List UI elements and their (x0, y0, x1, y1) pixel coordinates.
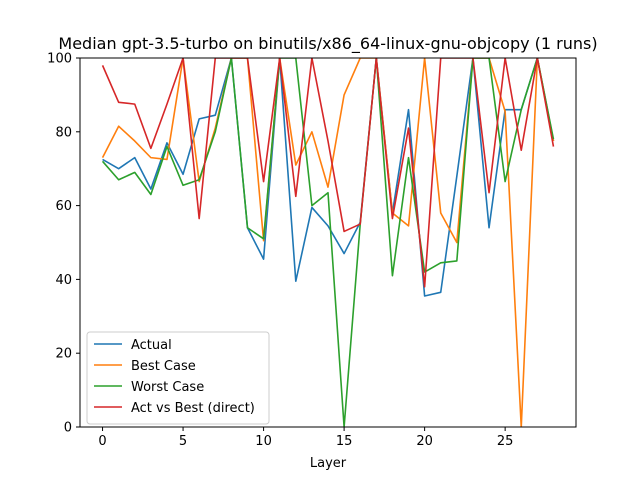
x-tick-label: 15 (336, 434, 353, 449)
x-tick-label: 25 (497, 434, 514, 449)
legend-label: Actual (131, 338, 172, 353)
legend: Actual Best Case Worst Case Act vs Best (di… (86, 331, 270, 425)
legend-label: Best Case (131, 359, 196, 374)
y-tick-label: 80 (55, 125, 72, 140)
series-layer (101, 58, 555, 427)
legend-label: Act vs Best (direct) (131, 401, 255, 416)
y-tick-label: 0 (64, 421, 72, 436)
y-axis: 0 20 40 60 80 100 (47, 52, 80, 436)
chart-title: Median gpt-3.5-turbo on binutils/x86_64-… (58, 34, 597, 54)
series-line-4 (101, 58, 555, 288)
x-tick-label: 5 (179, 434, 187, 449)
y-tick-label: 100 (47, 52, 72, 67)
plot-frame (79, 57, 577, 428)
x-axis: 0 5 10 15 20 25 (98, 427, 513, 449)
y-tick-label: 60 (55, 199, 72, 214)
series-line-2 (101, 58, 555, 427)
x-tick-label: 10 (255, 434, 272, 449)
legend-label: Worst Case (131, 380, 204, 395)
x-tick-label: 0 (98, 434, 106, 449)
series-line-3 (101, 58, 555, 427)
series-line-1 (102, 58, 555, 297)
x-tick-label: 20 (416, 434, 433, 449)
y-tick-label: 20 (55, 347, 72, 362)
legend-box (86, 331, 270, 425)
x-axis-label: Layer (310, 456, 347, 471)
y-tick-label: 40 (55, 273, 72, 288)
